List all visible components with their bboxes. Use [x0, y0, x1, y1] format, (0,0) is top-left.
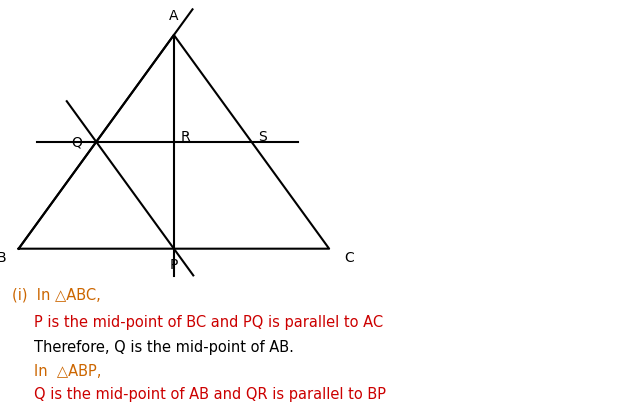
Text: R: R — [181, 130, 190, 144]
Text: Q is the mid-point of AB and QR is parallel to BP: Q is the mid-point of AB and QR is paral… — [34, 387, 386, 402]
Text: (i)  In △ABC,: (i) In △ABC, — [12, 288, 101, 303]
Text: Therefore, Q is the mid-point of AB.: Therefore, Q is the mid-point of AB. — [34, 340, 294, 355]
Text: A: A — [169, 9, 179, 23]
Text: Q: Q — [71, 136, 83, 150]
Text: P: P — [170, 258, 178, 273]
Text: B: B — [0, 251, 6, 265]
Text: S: S — [258, 130, 266, 144]
Text: P is the mid-point of BC and PQ is parallel to AC: P is the mid-point of BC and PQ is paral… — [34, 315, 383, 330]
Text: C: C — [345, 251, 355, 265]
Text: In  △ABP,: In △ABP, — [34, 364, 101, 379]
